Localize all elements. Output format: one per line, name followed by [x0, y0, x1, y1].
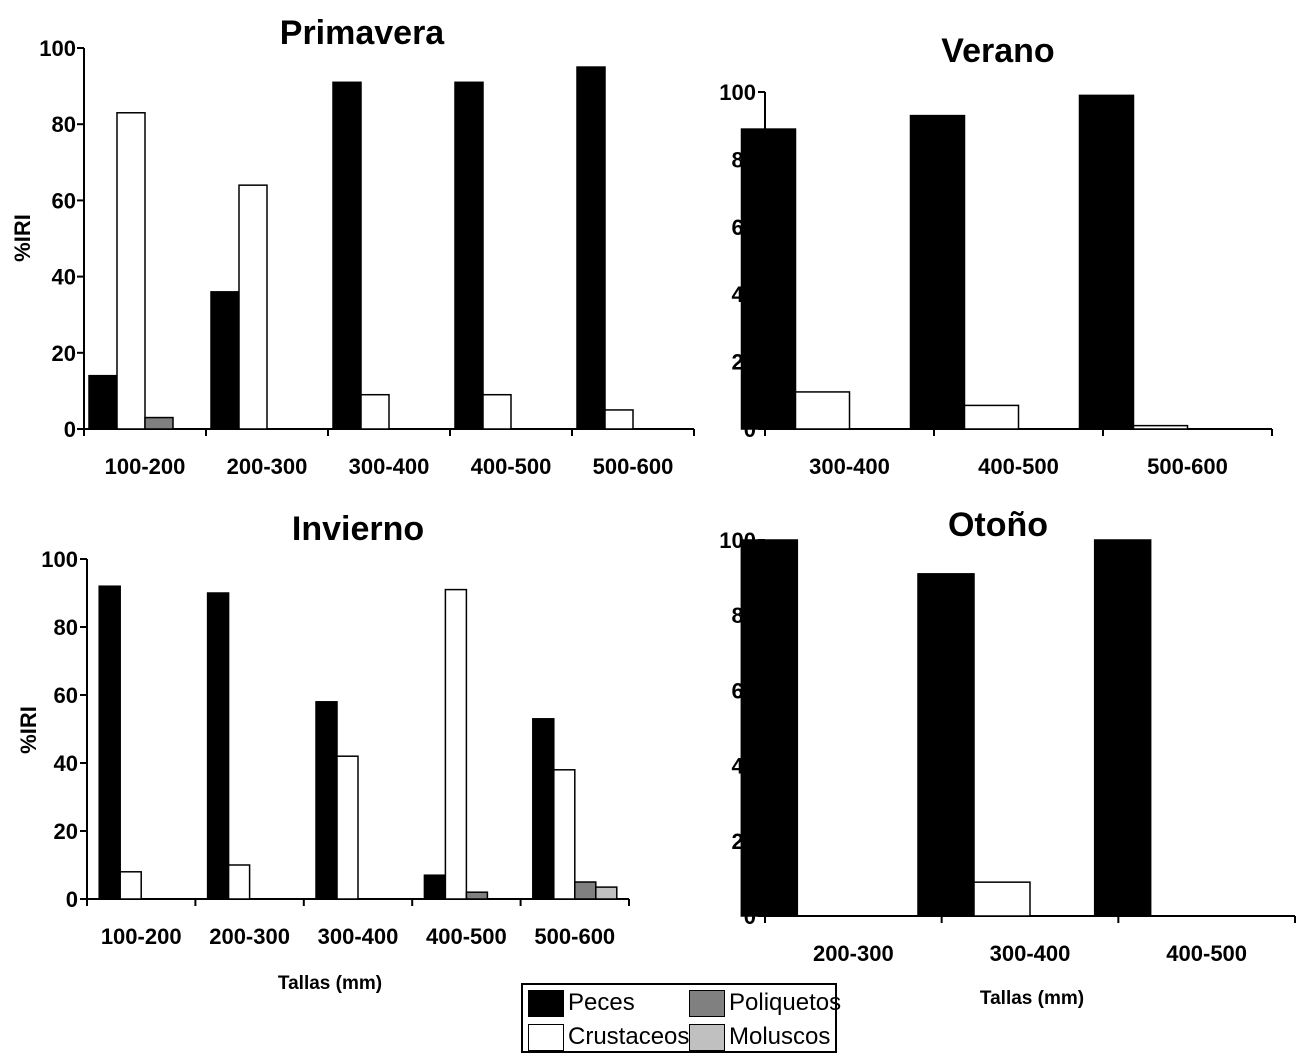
chart-title: Primavera	[280, 14, 446, 52]
x-tick-label: 300-400	[990, 941, 1071, 966]
chart-legend: Peces Crustaceos Poliquetos Moluscos	[521, 983, 841, 1053]
y-tick-label: 60	[52, 188, 76, 213]
y-tick-label: 20	[54, 819, 78, 844]
bar-peces	[98, 585, 121, 900]
y-tick-label: 100	[41, 547, 78, 572]
x-tick-label: 500-600	[534, 924, 615, 949]
bar-crustaceos	[604, 409, 634, 430]
y-tick-label: 20	[52, 341, 76, 366]
chart-invierno: Invierno %IRI Tallas (mm) 0 20 40 60 80 100 10…	[16, 510, 630, 994]
x-axis-label: Tallas (mm)	[980, 988, 1084, 1009]
bar-crustaceos	[227, 864, 251, 900]
y-tick-label: 80	[54, 615, 78, 640]
legend-item-poliquetos: Poliquetos	[689, 987, 841, 1019]
legend-item-crustaceos: Crustaceos	[528, 1021, 689, 1053]
x-tick-label: 200-300	[209, 924, 290, 949]
chart-otono: Otoño Tallas (mm) 020406080100200-300300…	[719, 506, 1296, 1009]
bar-crustaceos	[482, 393, 512, 430]
bar-peces	[315, 701, 338, 900]
bar-poliquetos	[144, 416, 174, 430]
legend-label: Peces	[568, 989, 635, 1016]
y-tick-label: 100	[39, 36, 76, 61]
chart-title: Otoño	[948, 506, 1048, 544]
bar-moluscos	[595, 886, 618, 900]
x-tick-label: 300-400	[349, 454, 430, 479]
bar-crustaceos	[444, 588, 468, 900]
x-tick-label: 300-400	[809, 454, 890, 479]
x-tick-label: 100-200	[105, 454, 186, 479]
legend-swatch	[528, 989, 564, 1017]
bar-poliquetos	[574, 881, 597, 900]
bar-peces	[909, 114, 966, 430]
bar-peces	[1093, 539, 1152, 917]
chart-primavera: Primavera %IRI 0 20 40 60 80 100 100-200 200-30…	[10, 14, 695, 479]
y-tick-label: 0	[64, 417, 76, 442]
y-axis-label: %IRI	[16, 706, 41, 754]
legend-label: Poliquetos	[729, 989, 842, 1016]
legend-swatch	[689, 1023, 725, 1051]
legend-label: Moluscos	[729, 1023, 831, 1050]
bar-peces	[917, 573, 975, 917]
bar-crustaceos	[116, 112, 146, 430]
bar-peces	[210, 291, 240, 430]
y-tick-label: 60	[54, 683, 78, 708]
bar-crustaceos	[553, 769, 576, 900]
bar-crustaceos	[336, 755, 359, 900]
x-tick-label: 400-500	[471, 454, 552, 479]
x-tick-label: 400-500	[1166, 941, 1247, 966]
x-tick-label: 500-600	[1147, 454, 1228, 479]
bar-peces	[740, 539, 799, 917]
bar-peces	[740, 128, 797, 430]
x-axis-label: Tallas (mm)	[278, 973, 382, 994]
x-tick-label: 400-500	[978, 454, 1059, 479]
y-tick-label: 100	[719, 80, 756, 105]
bar-crustaceos	[973, 881, 1031, 917]
bar-peces	[454, 81, 484, 430]
x-tick-label: 400-500	[426, 924, 507, 949]
y-tick-label: 40	[52, 265, 76, 290]
y-tick-label: 80	[52, 112, 76, 137]
y-tick-label: 0	[66, 887, 78, 912]
bar-peces	[423, 874, 447, 900]
legend-label: Crustaceos	[568, 1023, 690, 1050]
legend-swatch	[528, 1023, 564, 1051]
chart-title: Invierno	[292, 510, 424, 548]
legend-item-peces: Peces	[528, 987, 635, 1019]
x-tick-label: 300-400	[318, 924, 399, 949]
bar-crustaceos	[119, 871, 142, 900]
x-tick-label: 500-600	[593, 454, 674, 479]
x-tick-label: 200-300	[227, 454, 308, 479]
legend-swatch	[689, 989, 725, 1017]
bar-peces	[576, 66, 606, 430]
bar-crustaceos	[794, 391, 851, 430]
bar-peces	[1078, 94, 1135, 430]
legend-item-moluscos: Moluscos	[689, 1021, 830, 1053]
chart-title: Verano	[941, 32, 1054, 70]
x-tick-label: 200-300	[813, 941, 894, 966]
y-axis-label: %IRI	[10, 214, 35, 262]
bar-crustaceos	[360, 393, 390, 430]
bar-crustaceos	[963, 404, 1020, 430]
bar-poliquetos	[465, 891, 489, 900]
y-tick-label: 40	[54, 751, 78, 776]
bar-peces	[332, 81, 362, 430]
bar-crustaceos	[238, 184, 268, 430]
bar-peces	[88, 374, 118, 430]
bar-crustaceos	[1132, 424, 1189, 430]
bar-peces	[206, 592, 230, 900]
bar-peces	[532, 718, 555, 900]
x-tick-label: 100-200	[101, 924, 182, 949]
